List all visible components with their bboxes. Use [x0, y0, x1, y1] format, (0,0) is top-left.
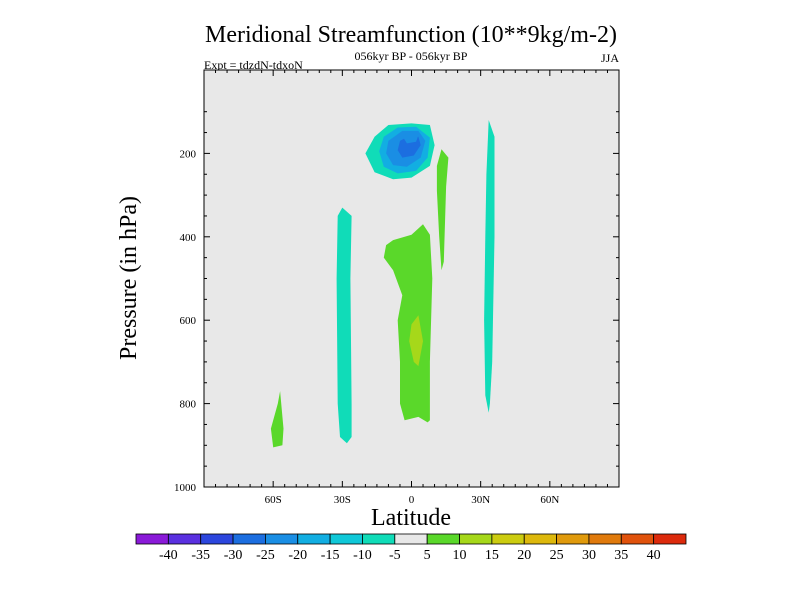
colorbar-labels: -40 -35 -30 -25 -20 -15 -10 -5 5 10 15 20 25 30 35 40 [159, 548, 661, 563]
colorbar-label: -40 [159, 548, 178, 563]
colorbar-swatch [167, 533, 202, 545]
colorbar-label: 40 [647, 548, 661, 563]
contour-region-cell-60s [270, 391, 284, 448]
colorbar-label: 20 [517, 548, 531, 563]
y-tick-label: 1000 [174, 482, 197, 494]
colorbar-swatch [329, 533, 363, 545]
colorbar-label: 30 [582, 548, 596, 563]
contour-region-cell-35n [484, 120, 495, 413]
season-label: JJA [601, 51, 619, 65]
colorbar-label: 10 [453, 548, 467, 563]
y-tick-label: 800 [180, 399, 197, 411]
x-tick-label: 30N [471, 494, 490, 506]
contour-regions [270, 120, 495, 448]
x-tick-label: 60S [265, 494, 282, 506]
colorbar [135, 533, 687, 545]
y-tick-label: 600 [180, 315, 197, 327]
x-tick-label: 60N [540, 494, 559, 506]
y-axis-label: Pressure (in hPa) [116, 196, 142, 360]
expt-label: Expt = tdzdN-tdxoN [204, 58, 303, 72]
contour-region-cell-15n [436, 149, 449, 271]
y-tick-labels: 200 400 600 800 1000 [174, 148, 197, 494]
colorbar-swatch [394, 533, 428, 545]
chart-title: Meridional Streamfunction (10**9kg/m-2) [205, 22, 617, 48]
x-tick-label: 0 [409, 494, 415, 506]
colorbar-swatch [491, 533, 525, 545]
contour-region-cell-nh-upper-core [402, 131, 419, 144]
x-tick-labels: 60S 30S 0 30N 60N [265, 494, 560, 506]
colorbar-swatch [200, 533, 234, 545]
colorbar-swatch [362, 533, 396, 545]
colorbar-label: -35 [191, 548, 210, 563]
x-axis-label: Latitude [371, 505, 451, 531]
axis-ticks [203, 70, 620, 488]
colorbar-swatch [620, 533, 655, 545]
colorbar-swatch [556, 533, 590, 545]
colorbar-swatch [265, 533, 299, 545]
colorbar-label: 15 [485, 548, 499, 563]
chart-subtitle: 056kyr BP - 056kyr BP [355, 49, 468, 63]
colorbar-swatch [232, 533, 266, 545]
x-tick-label: 30S [334, 494, 351, 506]
colorbar-label: -10 [353, 548, 372, 563]
colorbar-label: 5 [424, 548, 431, 563]
colorbar-label: -20 [288, 548, 307, 563]
colorbar-label: -5 [389, 548, 401, 563]
contour-region-cell-eq-mid [383, 224, 433, 423]
colorbar-label: -15 [321, 548, 340, 563]
colorbar-swatch [297, 533, 331, 545]
contour-region-cell-eq-mid-15 [409, 315, 423, 367]
colorbar-label: 25 [550, 548, 564, 563]
y-tick-label: 200 [180, 148, 197, 160]
y-tick-label: 400 [180, 232, 197, 244]
colorbar-label: -25 [256, 548, 275, 563]
colorbar-swatch [588, 533, 622, 545]
contour-region-cell-30s [336, 207, 352, 444]
colorbar-swatch [523, 533, 557, 545]
colorbar-swatch [459, 533, 493, 545]
colorbar-label: -30 [224, 548, 243, 563]
colorbar-swatch [426, 533, 460, 545]
colorbar-swatch [135, 533, 169, 545]
colorbar-swatch [653, 533, 687, 545]
colorbar-label: 35 [614, 548, 628, 563]
